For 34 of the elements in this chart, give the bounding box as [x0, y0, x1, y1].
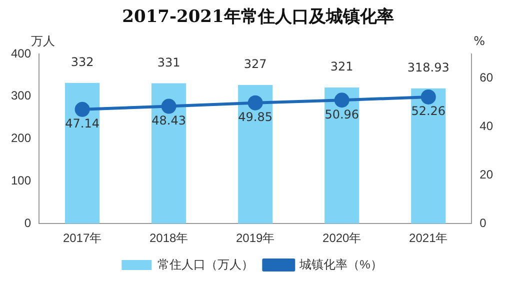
x-tick-label: 2017年	[62, 231, 102, 246]
data-label: 49.85	[238, 110, 273, 124]
data-label: 327	[244, 57, 267, 72]
data-label: 331	[157, 55, 180, 70]
chart-title: 2017-2021年常住人口及城镇化率	[121, 6, 395, 29]
y-tick-label: 400	[10, 46, 32, 60]
legend-label: 城镇化率（%）	[298, 257, 382, 272]
data-label: 318.93	[407, 60, 450, 74]
y2-tick-label: 20	[480, 167, 494, 182]
point	[74, 102, 90, 117]
y-tick-label: 200	[10, 131, 32, 146]
point	[334, 92, 350, 108]
data-label: 48.43	[152, 113, 186, 128]
x-tick-label: 2020年	[322, 231, 362, 246]
data-label: 52.26	[411, 104, 446, 118]
point	[248, 95, 263, 110]
y-axis-title: 万人	[31, 34, 56, 48]
y-tick-label: 300	[10, 88, 32, 103]
x-tick-label: 2019年	[236, 231, 275, 246]
x-tick-label: 2021年	[409, 231, 448, 246]
y2-tick-label: 0	[480, 216, 487, 230]
data-label: 50.96	[324, 107, 360, 122]
y-tick-label: 100	[10, 174, 32, 188]
y2-tick-label: 60	[480, 70, 494, 85]
point	[420, 89, 436, 104]
y2-axis-title: %	[474, 34, 486, 48]
data-label: 332	[70, 54, 94, 69]
y2-tick-label: 40	[480, 119, 494, 133]
y-tick-label: 0	[24, 216, 32, 230]
point	[161, 98, 176, 114]
data-label: 321	[330, 60, 354, 74]
data-label: 47.14	[65, 116, 100, 131]
legend-label: 常住人口（万人）	[158, 257, 254, 272]
x-tick-label: 2018年	[149, 231, 188, 246]
